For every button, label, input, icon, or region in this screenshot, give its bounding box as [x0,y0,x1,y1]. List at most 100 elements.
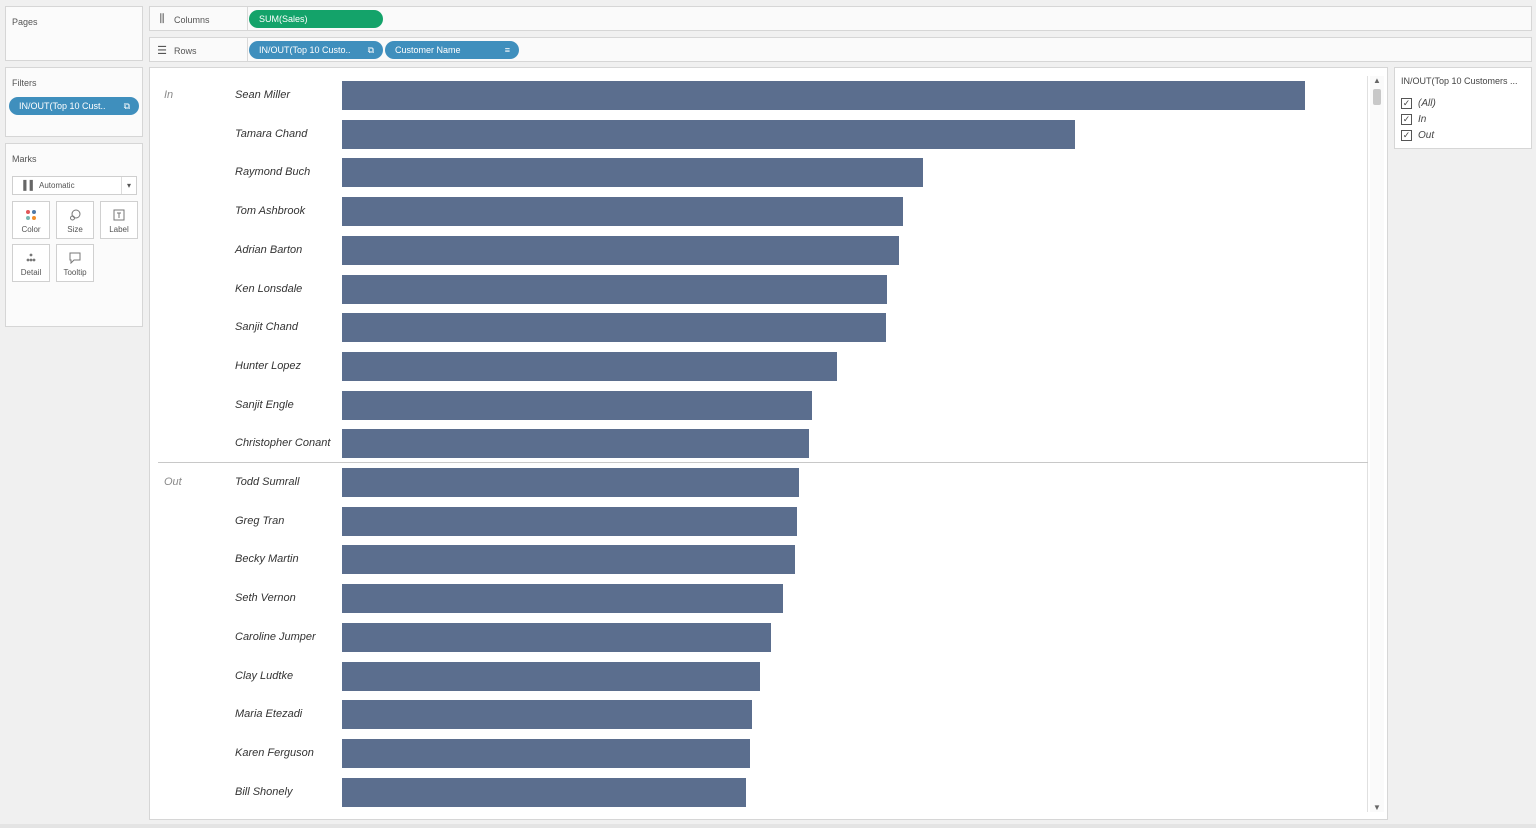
filter-option-label: Out [1418,130,1435,141]
customer-name-label: Sanjit Chand [235,321,298,334]
size-label: Size [67,225,83,234]
group-separator [158,462,1368,463]
sales-bar[interactable] [342,545,796,575]
customer-name-label: Seth Vernon [235,592,296,605]
columns-shelf[interactable]: ⫼ Columns SUM(Sales) [149,6,1532,31]
detail-icon [13,252,49,265]
sales-bar[interactable] [342,313,886,343]
filters-card[interactable]: Filters IN/OUT(Top 10 Cust.. ⧉ [5,67,143,137]
size-button[interactable]: Size [56,201,94,239]
checkbox-icon[interactable]: ✓ [1401,98,1412,109]
chevron-down-icon[interactable]: ▾ [121,177,136,194]
checkbox-icon[interactable]: ✓ [1401,114,1412,125]
sales-bar[interactable] [342,197,904,227]
top-strip [0,0,1536,6]
sales-bar[interactable] [342,429,809,459]
sales-bar[interactable] [342,119,1075,149]
sales-bar[interactable] [342,274,888,304]
customer-name-label: Sean Miller [235,89,291,101]
color-label: Color [21,225,41,234]
rows-shelf-label: ☰ Rows [156,44,197,57]
sales-bar[interactable] [342,584,784,614]
sales-bar[interactable] [342,468,800,497]
pages-card[interactable]: Pages [5,6,143,61]
customer-name-label: Hunter Lopez [235,359,302,372]
customer-name-pill[interactable]: Customer Name ≡ [385,41,519,59]
sales-bar[interactable] [342,661,761,691]
bar-chart-icon: ▐▐ [20,180,33,190]
viz-area[interactable]: In Sean Miller Tamara Chand Raymond Buch Tom… [149,67,1388,820]
customer-name-label: Bill Shonely [235,785,293,798]
mark-type-dropdown[interactable]: ▐▐ Automatic ▾ [12,176,137,195]
mark-type-value: Automatic [39,181,75,190]
sales-bar[interactable] [342,351,838,381]
scroll-down-icon[interactable]: ▼ [1373,803,1381,812]
filter-option-label: (All) [1418,98,1436,109]
filter-option-all[interactable]: ✓ (All) [1401,98,1436,109]
sum-sales-pill-label: SUM(Sales) [259,14,308,24]
customer-name-pill-label: Customer Name [395,45,461,55]
color-button[interactable]: Color [12,201,50,239]
filter-option-in[interactable]: ✓ In [1401,114,1426,125]
filter-card-title: IN/OUT(Top 10 Customers ... [1401,76,1518,86]
size-icon [57,209,93,222]
customer-name-label: Ken Lonsdale [235,282,303,295]
customer-name-label: Christopher Conant [235,437,331,450]
sales-bar[interactable] [342,738,750,768]
customer-name-label: Todd Sumrall [235,476,300,488]
rows-shelf[interactable]: ☰ Rows IN/OUT(Top 10 Custo.. ⧉ Customer … [149,37,1532,62]
customer-name-label: Adrian Barton [235,243,303,256]
scroll-up-icon[interactable]: ▲ [1373,76,1381,85]
customer-name-label: Clay Ludtke [235,669,294,682]
inout-pill[interactable]: IN/OUT(Top 10 Custo.. ⧉ [249,41,383,59]
customer-name-label: Karen Ferguson [235,746,314,759]
marks-title: Marks [12,154,37,164]
sum-sales-pill[interactable]: SUM(Sales) [249,10,383,28]
filters-title: Filters [12,78,37,88]
chart-pane[interactable]: In Sean Miller Tamara Chand Raymond Buch Tom… [158,76,1368,812]
customer-name-label: Greg Tran [235,514,285,527]
rows-label: Rows [174,45,197,56]
columns-icon: ⫼ [159,13,165,25]
sales-bar[interactable] [342,81,1306,110]
sales-bar[interactable] [342,158,924,188]
filter-option-out[interactable]: ✓ Out [1401,130,1434,141]
detail-button[interactable]: Detail [12,244,50,282]
customer-name-label: Tom Ashbrook [235,205,306,218]
sales-bar[interactable] [342,777,746,807]
label-icon [101,209,137,222]
filter-card[interactable]: IN/OUT(Top 10 Customers ... ✓ (All) ✓ In… [1394,67,1532,149]
scroll-thumb[interactable] [1373,89,1381,105]
checkbox-icon[interactable]: ✓ [1401,130,1412,141]
marks-card[interactable]: Marks ▐▐ Automatic ▾ Color Size Label De… [5,143,143,327]
filter-pill-label: IN/OUT(Top 10 Cust.. [19,101,106,111]
columns-shelf-label: ⫼ Columns [156,13,210,26]
status-bar [0,824,1536,828]
inout-pill-label: IN/OUT(Top 10 Custo.. [259,45,351,55]
columns-label: Columns [174,14,210,25]
customer-name-label: Sanjit Engle [235,398,294,411]
sales-bar[interactable] [342,700,753,730]
label-button[interactable]: Label [100,201,138,239]
customer-name-label: Raymond Buch [235,166,311,179]
customer-name-label: Maria Etezadi [235,708,303,721]
pages-title: Pages [12,17,38,27]
group-label: Out [164,476,182,488]
group-label: In [164,89,174,101]
sort-descending-icon[interactable]: ≡ [504,45,510,55]
tooltip-button[interactable]: Tooltip [56,244,94,282]
shelf-divider [247,7,248,30]
sales-bar[interactable] [342,390,812,420]
sales-bar[interactable] [342,622,772,652]
shelf-divider [247,38,248,61]
link-icon: ⧉ [123,101,130,111]
tooltip-icon [57,252,93,265]
filter-option-label: In [1418,114,1427,125]
vertical-scrollbar[interactable]: ▲ ▼ [1370,76,1384,812]
filter-pill[interactable]: IN/OUT(Top 10 Cust.. ⧉ [9,97,139,115]
sales-bar[interactable] [342,235,899,265]
sales-bar[interactable] [342,506,797,536]
label-label: Label [109,225,129,234]
customer-name-label: Becky Martin [235,553,299,566]
color-dots-icon [13,209,49,222]
